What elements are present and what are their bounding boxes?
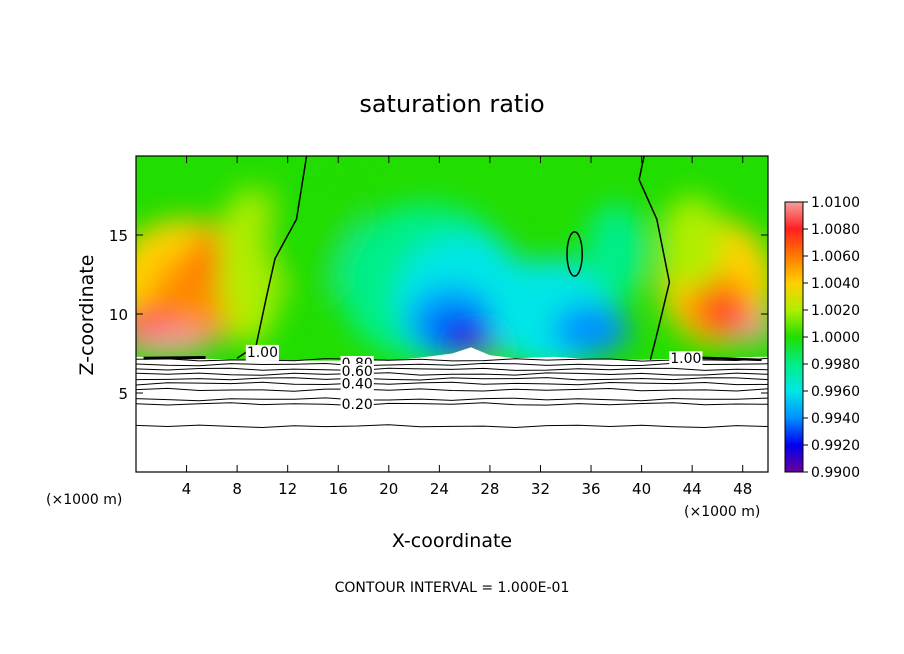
contour-line-lower [136,362,768,367]
contour-label: 1.00 [247,345,278,361]
contour-line-lower [136,377,768,381]
field-patch [584,203,648,299]
x-tick-label: 24 [430,480,449,498]
colorbar-label: 0.9940 [811,411,860,427]
contour-line-lower [136,372,768,376]
field-patch [136,326,212,356]
contour-label-bg [340,376,374,393]
x-tick-label: 4 [182,480,192,498]
contour-labels: 1.001.000.800.600.400.20 [245,344,703,414]
x-tick-label: 48 [733,480,752,498]
contour-line-lower [136,397,768,402]
field-patch [553,304,629,356]
chart-title: saturation ratio [359,90,544,118]
contour-line-lower [136,381,768,386]
contour-line-lower [136,424,768,429]
colorbar-label: 1.0060 [811,249,860,265]
x-axis-unit-left: (×1000 m) [46,492,122,508]
contour-interval-note: CONTOUR INTERVAL = 1.000E-01 [335,580,570,596]
colorbar-label: 1.0100 [811,195,860,211]
contour-line-lower [136,367,768,372]
x-tick-label: 20 [379,480,398,498]
colorbar-label: 0.9980 [811,357,860,373]
x-axis-ticks: 4 8 12 16 20 24 28 32 36 40 44 48 [182,156,752,498]
contour-label: 0.60 [342,364,373,380]
contour-label-bg [340,397,374,414]
x-axis-unit-right: (×1000 m) [684,504,760,520]
colorbar-label: 1.0040 [811,276,860,292]
field-patch [660,195,724,291]
colorbar: 1.0100 1.0080 1.0060 1.0040 1.0020 1.0000 0.99… [784,195,860,481]
field-patch [736,317,768,343]
x-tick-label: 16 [329,480,348,498]
contour-label-bg [340,363,374,380]
colorbar-label: 1.0020 [811,303,860,319]
y-axis-label: Z-coordinate [76,255,98,376]
contour-label-bg [245,344,279,361]
y-tick-label: 10 [109,306,128,324]
field-patch [262,171,364,299]
colorbar-label: 1.0000 [811,330,860,346]
colorbar-ticks: 1.0100 1.0080 1.0060 1.0040 1.0020 1.0000 0.99… [803,195,860,481]
x-tick-label: 40 [632,480,651,498]
y-tick-label: 15 [109,227,128,245]
saturation-field [136,156,768,361]
field-patch [459,339,495,356]
x-tick-label: 44 [683,480,702,498]
contour-line-1.00-right [638,156,671,360]
colorbar-label: 0.9960 [811,384,860,400]
contour-line-lower [136,387,768,392]
y-axis-ticks: 5 10 15 [109,227,768,403]
contour-closed-loop [566,231,583,277]
contour-lines [136,156,768,429]
contour-line-lower [136,402,768,407]
x-tick-label: 12 [278,480,297,498]
x-tick-label: 32 [531,480,550,498]
field-blobs [136,171,768,361]
x-tick-label: 36 [581,480,600,498]
x-tick-label: 28 [480,480,499,498]
y-tick-label: 5 [118,385,128,403]
colorbar-label: 1.0080 [811,222,860,238]
contour-label: 0.40 [342,377,373,393]
contour-label: 1.00 [670,351,701,367]
contour-line-lower [136,357,768,362]
x-axis-label: X-coordinate [392,530,512,552]
contour-line-surface-left [143,355,206,360]
colorbar-label: 0.9920 [811,438,860,454]
colorbar-gradient [784,201,804,473]
x-tick-label: 8 [232,480,242,498]
colorbar-label: 0.9900 [811,465,860,481]
contour-label: 0.20 [342,397,373,413]
contour-label-bg [669,351,703,368]
